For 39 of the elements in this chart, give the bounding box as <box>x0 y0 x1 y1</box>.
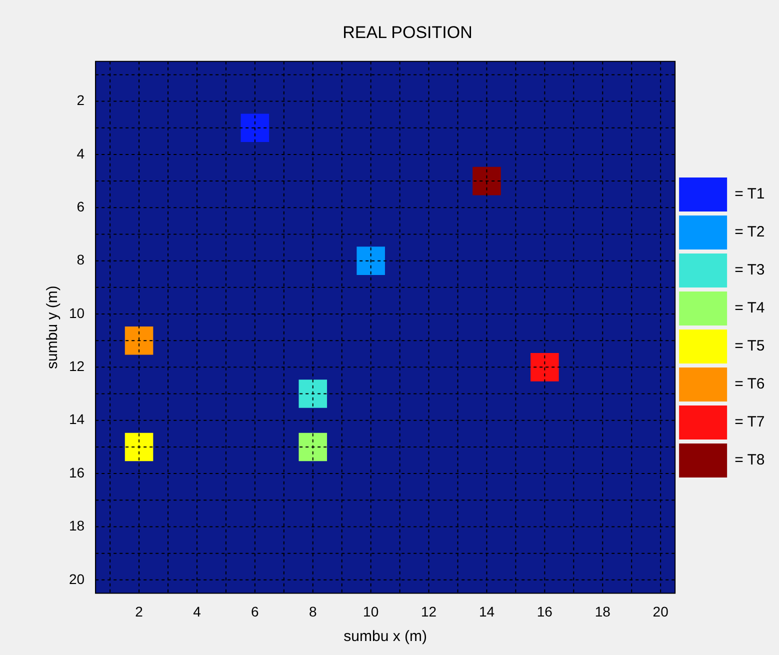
x-tick-label: 6 <box>251 603 260 620</box>
point <box>124 326 154 355</box>
legend-label: = T2 <box>734 224 765 241</box>
point <box>530 353 559 382</box>
legend-label: = T6 <box>734 376 765 393</box>
y-tick-label: 14 <box>68 411 85 428</box>
point <box>124 432 154 462</box>
x-tick-label: 4 <box>193 603 202 620</box>
x-tick-label: 20 <box>652 603 669 620</box>
point <box>298 432 328 462</box>
y-tick-label: 20 <box>68 570 85 587</box>
y-tick-label: 4 <box>76 145 85 162</box>
y-tick-label: 2 <box>76 92 85 108</box>
point <box>298 380 328 408</box>
x-tick-label: 8 <box>308 603 317 620</box>
legend-label: = T7 <box>734 414 765 431</box>
x-tick-label: 16 <box>536 603 553 620</box>
y-axis-title: sumbu y (m) <box>44 286 62 369</box>
y-tick-label: 16 <box>68 464 85 480</box>
x-tick-label: 2 <box>135 603 144 620</box>
x-tick-label: 18 <box>594 603 611 620</box>
x-tick-label: 10 <box>363 603 379 620</box>
chart-title: REAL POSITION <box>342 22 472 42</box>
x-tick-label: 14 <box>478 603 495 620</box>
legend-label: = T1 <box>734 186 765 203</box>
y-tick-label: 8 <box>76 252 85 268</box>
legend-label: = T5 <box>734 338 765 355</box>
legend-label: = T8 <box>734 452 765 469</box>
y-tick-label: 18 <box>68 518 85 534</box>
point <box>472 166 501 196</box>
point <box>240 114 270 142</box>
y-tick-label: 10 <box>68 304 85 321</box>
point <box>356 246 385 275</box>
y-tick-label: 12 <box>68 358 85 374</box>
x-axis-title: sumbu x (m) <box>344 628 427 646</box>
legend-label: = T3 <box>734 262 765 279</box>
legend-label: = T4 <box>734 300 765 317</box>
y-tick-label: 6 <box>76 198 85 215</box>
x-tick-label: 12 <box>420 603 437 620</box>
